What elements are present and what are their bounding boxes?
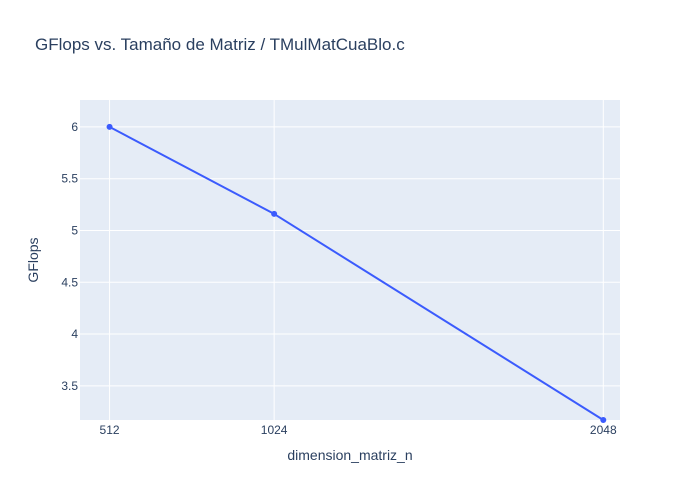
x-axis-title: dimension_matriz_n (287, 447, 412, 463)
tick-labels: 3.5 4 4.5 5 5.5 6 512 1024 2048 (61, 120, 617, 437)
data-point (106, 123, 113, 130)
x-tick-label: 1024 (261, 423, 288, 437)
data-point (600, 417, 607, 423)
series-layer (106, 123, 607, 423)
y-tick-label: 5.5 (61, 172, 78, 186)
y-axis-title: GFlops (25, 237, 41, 282)
x-tick-label: 2048 (590, 423, 617, 437)
plot-area (80, 100, 620, 420)
y-tick-label: 4 (71, 327, 78, 341)
chart-title: GFlops vs. Tamaño de Matriz / TMulMatCua… (35, 35, 405, 54)
y-tick-label: 5 (71, 223, 78, 237)
y-tick-label: 3.5 (61, 379, 78, 393)
y-tick-label: 6 (71, 120, 78, 134)
data-point (271, 210, 278, 217)
y-tick-label: 4.5 (61, 275, 78, 289)
gridlines (80, 100, 620, 420)
x-tick-label: 512 (100, 423, 120, 437)
